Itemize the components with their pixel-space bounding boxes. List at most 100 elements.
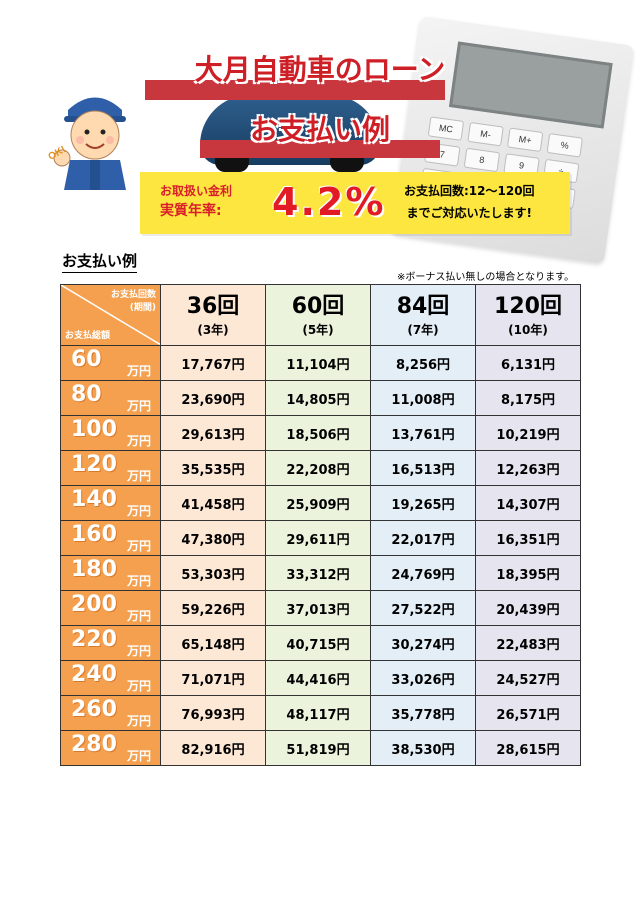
monthly-payment-cell: 24,527円 — [475, 660, 581, 696]
table-row: 60 万円 17,767円 11,104円 8,256円 6,131円 — [60, 345, 581, 381]
bonus-note: ※ボーナス払い無しの場合となります。 — [397, 272, 575, 283]
title-ribbon-1 — [145, 80, 445, 100]
monthly-payment-cell: 13,761円 — [370, 415, 476, 451]
monthly-payment-cell: 76,993円 — [160, 695, 266, 731]
monthly-payment-cell: 19,265円 — [370, 485, 476, 521]
monthly-payment-cell: 65,148円 — [160, 625, 266, 661]
corner-payment-count-label: お支払回数 — [110, 290, 156, 300]
loan-amount-cell: 240 万円 — [60, 660, 161, 696]
monthly-payment-cell: 37,013円 — [265, 590, 371, 626]
header-illustration: MCM-M+%789÷456× 大月自動車のローン お支払い例 OK! お取扱い… — [0, 0, 640, 264]
payment-count-info: お支払回数:12～120回 までご対応いたします! — [404, 180, 535, 224]
table-row: 160 万円 47,380円 29,611円 22,017円 16,351円 — [60, 520, 581, 556]
loan-amount-cell: 180 万円 — [60, 555, 161, 591]
monthly-payment-cell: 14,307円 — [475, 485, 581, 521]
rate-label-group: お取扱い金利 実質年率: — [160, 181, 232, 221]
monthly-payment-cell: 22,208円 — [265, 450, 371, 486]
loan-amount-unit: 万円 — [127, 469, 152, 483]
loan-amount-unit: 万円 — [127, 539, 152, 553]
interest-rate: 4.2% — [272, 180, 386, 224]
monthly-payment-cell: 22,483円 — [475, 625, 581, 661]
calculator-key: M- — [467, 121, 504, 147]
monthly-payment-cell: 59,226円 — [160, 590, 266, 626]
period-header: 60回 (5年) — [265, 284, 371, 346]
period-years: (5年) — [302, 323, 334, 337]
loan-amount-unit: 万円 — [127, 574, 152, 588]
period-count: 60回 — [291, 294, 345, 319]
loan-amount-cell: 120 万円 — [60, 450, 161, 486]
corner-top-label: お支払回数 (期間) — [111, 289, 156, 315]
loan-amount: 60 — [71, 347, 102, 372]
monthly-payment-cell: 44,416円 — [265, 660, 371, 696]
table-row: 100 万円 29,613円 18,506円 13,761円 10,219円 — [60, 415, 581, 451]
table-row: 240 万円 71,071円 44,416円 33,026円 24,527円 — [60, 660, 581, 696]
monthly-payment-cell: 8,175円 — [475, 380, 581, 416]
loan-amount: 180 — [71, 557, 117, 582]
monthly-payment-cell: 29,611円 — [265, 520, 371, 556]
monthly-payment-cell: 35,778円 — [370, 695, 476, 731]
monthly-payment-cell: 10,219円 — [475, 415, 581, 451]
annual-rate-label: 実質年率: — [160, 203, 222, 219]
table-row: 220 万円 65,148円 40,715円 30,274円 22,483円 — [60, 625, 581, 661]
monthly-payment-cell: 18,395円 — [475, 555, 581, 591]
monthly-payment-cell: 29,613円 — [160, 415, 266, 451]
table-corner-header: お支払回数 (期間) お支払総額 — [60, 284, 161, 346]
monthly-payment-cell: 28,615円 — [475, 730, 581, 766]
page-title: 大月自動車のローン — [194, 53, 446, 86]
calculator-key: % — [546, 133, 583, 158]
rate-banner: お取扱い金利 実質年率: 4.2% お支払回数:12～120回 までご対応いたし… — [140, 172, 570, 234]
table-row: 80 万円 23,690円 14,805円 11,008円 8,175円 — [60, 380, 581, 416]
monthly-payment-cell: 82,916円 — [160, 730, 266, 766]
loan-amount-cell: 80 万円 — [60, 380, 161, 416]
corner-total-label: お支払総額 — [65, 331, 111, 341]
monthly-payment-cell: 26,571円 — [475, 695, 581, 731]
monthly-payment-cell: 48,117円 — [265, 695, 371, 731]
table-row: 280 万円 82,916円 51,819円 38,530円 28,615円 — [60, 730, 581, 766]
monthly-payment-cell: 8,256円 — [370, 345, 476, 381]
monthly-payment-cell: 33,026円 — [370, 660, 476, 696]
period-years: (10年) — [508, 323, 548, 337]
loan-amount-cell: 260 万円 — [60, 695, 161, 731]
loan-amount-cell: 60 万円 — [60, 345, 161, 381]
monthly-payment-cell: 24,769円 — [370, 555, 476, 591]
period-count: 84回 — [396, 294, 450, 319]
loan-amount-cell: 160 万円 — [60, 520, 161, 556]
rate-label: お取扱い金利 — [160, 184, 233, 198]
table-row: 120 万円 35,535円 22,208円 16,513円 12,263円 — [60, 450, 581, 486]
monthly-payment-cell: 14,805円 — [265, 380, 371, 416]
calculator-key: 8 — [463, 147, 501, 173]
period-years: (7年) — [407, 323, 439, 337]
monthly-payment-cell: 25,909円 — [265, 485, 371, 521]
loan-amount-cell: 280 万円 — [60, 730, 161, 766]
monthly-payment-cell: 16,513円 — [370, 450, 476, 486]
monthly-payment-cell: 11,008円 — [370, 380, 476, 416]
loan-amount: 120 — [71, 452, 117, 477]
monthly-payment-cell: 38,530円 — [370, 730, 476, 766]
monthly-payment-cell: 16,351円 — [475, 520, 581, 556]
loan-amount-unit: 万円 — [127, 504, 152, 518]
monthly-payment-cell: 35,535円 — [160, 450, 266, 486]
loan-amount-unit: 万円 — [127, 609, 152, 623]
loan-amount-unit: 万円 — [127, 644, 152, 658]
loan-amount-unit: 万円 — [127, 364, 152, 378]
section-title: お支払い例 — [62, 250, 138, 273]
period-count: 36回 — [186, 294, 240, 319]
monthly-payment-cell: 18,506円 — [265, 415, 371, 451]
page-subtitle: お支払い例 — [249, 113, 390, 146]
loan-amount-cell: 100 万円 — [60, 415, 161, 451]
loan-amount-unit: 万円 — [127, 749, 152, 763]
loan-amount: 100 — [71, 417, 117, 442]
loan-amount: 220 — [71, 627, 117, 652]
loan-amount: 80 — [71, 382, 102, 407]
loan-amount-unit: 万円 — [127, 434, 152, 448]
period-header: 84回 (7年) — [370, 284, 476, 346]
corner-period-label: (期間) — [129, 303, 156, 313]
table-row: 260 万円 76,993円 48,117円 35,778円 26,571円 — [60, 695, 581, 731]
monthly-payment-cell: 41,458円 — [160, 485, 266, 521]
mechanic-mascot-icon — [53, 97, 126, 190]
period-header: 36回 (3年) — [160, 284, 266, 346]
loan-amount-unit: 万円 — [127, 679, 152, 693]
period-count: 120回 — [494, 294, 562, 319]
table-body: 60 万円 17,767円 11,104円 8,256円 6,131円 80 万円 23,690… — [60, 345, 581, 766]
monthly-payment-cell: 71,071円 — [160, 660, 266, 696]
